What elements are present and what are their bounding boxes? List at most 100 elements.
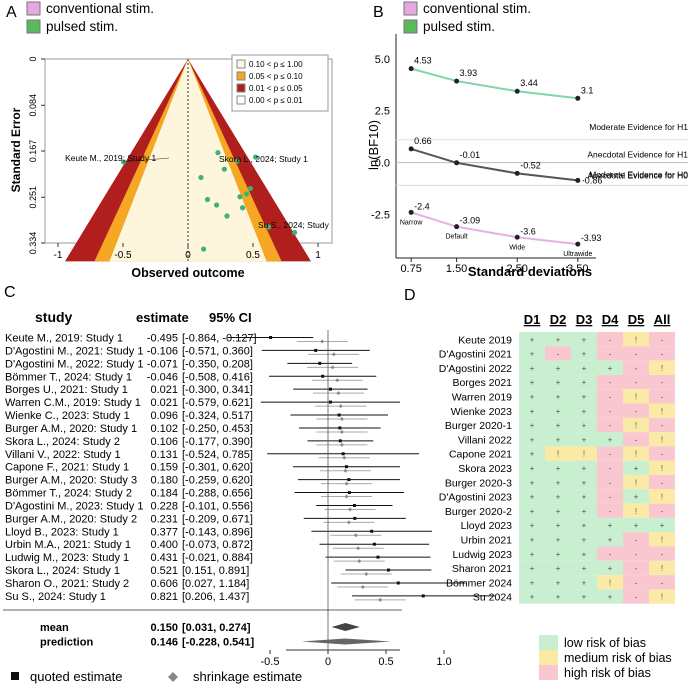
rob-cell (545, 475, 571, 490)
funnel-y-tick-label: 0.167 (28, 140, 38, 163)
rob-cell (649, 460, 675, 475)
bf-point-name: Narrow (400, 219, 424, 226)
forest-summary-label: mean (40, 622, 69, 634)
rob-cell-symbol: + (608, 536, 613, 545)
forest-x-tick-label: -0.5 (261, 656, 280, 668)
forest-quoted-marker (328, 387, 332, 391)
rob-cell-symbol: - (635, 350, 638, 359)
forest-quoted-marker (328, 400, 332, 404)
rob-cell-symbol: + (530, 450, 535, 459)
bf-point-name: Default (446, 234, 468, 241)
rob-cell-symbol: + (530, 493, 535, 502)
panel-a-xlabel: Observed outcome (131, 266, 244, 280)
forest-quoted-marker (372, 542, 376, 546)
rob-cell (649, 503, 675, 518)
rob-cell (649, 403, 675, 418)
forest-quoted-marker (370, 529, 374, 533)
rob-cell (649, 532, 675, 547)
panel-c: C study estimate 95% CI Keute M., 2019: … (3, 284, 495, 684)
forest-study-label: Capone F., 2021: Study 1 (5, 462, 129, 474)
funnel-point (266, 224, 272, 230)
forest-study-label: Warren C.M., 2019: Study 1 (5, 397, 141, 409)
forest-estimate: 0.400 (150, 539, 178, 551)
rob-cell (623, 346, 649, 361)
bf-data-label: -3.93 (581, 233, 602, 243)
rob-cell (519, 575, 545, 590)
forest-shrink-marker (343, 468, 348, 473)
forest-estimate: 0.231 (150, 513, 178, 525)
legend-b-pulsed-swatch (403, 19, 418, 34)
forest-study-label: Sharon O., 2021: Study 2 (5, 578, 129, 590)
funnel-legend-swatch-2 (236, 71, 246, 81)
funnel-point (214, 202, 220, 208)
forest-study-label: Skora L., 2024: Study 2 (5, 436, 120, 448)
rob-cell-symbol: ! (583, 450, 585, 459)
rob-cell (545, 389, 571, 404)
rob-cell-symbol: - (635, 578, 638, 587)
rob-cell (597, 432, 623, 447)
rob-legend: low risk of bias medium risk of bias hig… (539, 635, 672, 680)
rob-cell (519, 446, 545, 461)
forest-study-label: Villani V., 2022: Study 1 (5, 449, 121, 461)
forest-ci: [-0.143, 0.896] (182, 526, 253, 538)
forest-quoted-marker (341, 452, 345, 456)
forest-shrink-marker (339, 442, 344, 447)
funnel-point (198, 174, 204, 181)
forest-shrink-marker (346, 520, 351, 525)
bf-data-label: -2.4 (414, 201, 430, 211)
forest-estimate: 0.096 (150, 410, 178, 422)
forest-study-label: Bömmer T., 2024: Study 1 (5, 371, 132, 383)
rob-cell (571, 403, 597, 418)
panel-c-letter: C (4, 284, 16, 301)
rob-cell (571, 460, 597, 475)
funnel-y-tick-label: 0.084 (28, 94, 38, 117)
rob-cell-symbol: + (582, 421, 587, 430)
rob-cell-symbol: - (609, 407, 612, 416)
forest-estimate: 0.377 (150, 526, 178, 538)
bf-point (408, 66, 414, 72)
rob-cell (623, 360, 649, 375)
rob-cell (545, 489, 571, 504)
rob-cell-symbol: - (609, 378, 612, 387)
rob-cell (597, 475, 623, 490)
forest-shrink-marker (331, 352, 336, 357)
rob-cell (597, 446, 623, 461)
forest-ci: [-0.300, 0.341] (182, 384, 253, 396)
rob-cell (545, 417, 571, 433)
rob-cell-symbol: + (556, 421, 561, 430)
rob-study-label: Borges 2021 (452, 377, 512, 389)
rob-cell (597, 403, 623, 418)
rob-study-label: D'Agostini 2023 (439, 492, 512, 504)
forest-study-label: Lloyd B., 2023: Study 1 (5, 526, 119, 538)
bf-point (514, 170, 520, 176)
panel-d-letter: D (404, 287, 416, 304)
rob-cell-symbol: - (661, 507, 664, 516)
legend-quoted-label: quoted estimate (30, 669, 123, 684)
rob-cell (519, 432, 545, 447)
bf-data-label: -0.86 (582, 175, 603, 185)
rob-cell-symbol: + (634, 464, 639, 473)
rob-cell (649, 560, 675, 576)
forest-summary-estimate: 0.146 (150, 637, 178, 649)
rob-cell-symbol: + (582, 593, 587, 602)
legend-b-conventional-swatch (403, 1, 418, 16)
bf-point (408, 146, 414, 152)
rob-cell (571, 446, 597, 461)
rob-cell (545, 446, 571, 461)
forest-quoted-marker (376, 555, 380, 559)
rob-study-label: Lloyd 2023 (461, 520, 513, 532)
rob-cell-symbol: + (556, 478, 561, 487)
bf-point-name: Ultrawide (563, 251, 592, 258)
rob-cell (649, 374, 675, 390)
rob-cell-symbol: + (608, 435, 613, 444)
rob-cell (597, 489, 623, 504)
forest-estimate: -0.495 (147, 333, 178, 345)
rob-cell-symbol: - (609, 350, 612, 359)
forest-quoted-marker (338, 439, 342, 443)
rob-cell-symbol: + (660, 521, 665, 530)
rob-cell-symbol: + (556, 393, 561, 402)
rob-cell (519, 389, 545, 404)
forest-ci: [-0.301, 0.620] (182, 462, 253, 474)
rob-cell-symbol: + (556, 550, 561, 559)
rob-cell (571, 432, 597, 447)
